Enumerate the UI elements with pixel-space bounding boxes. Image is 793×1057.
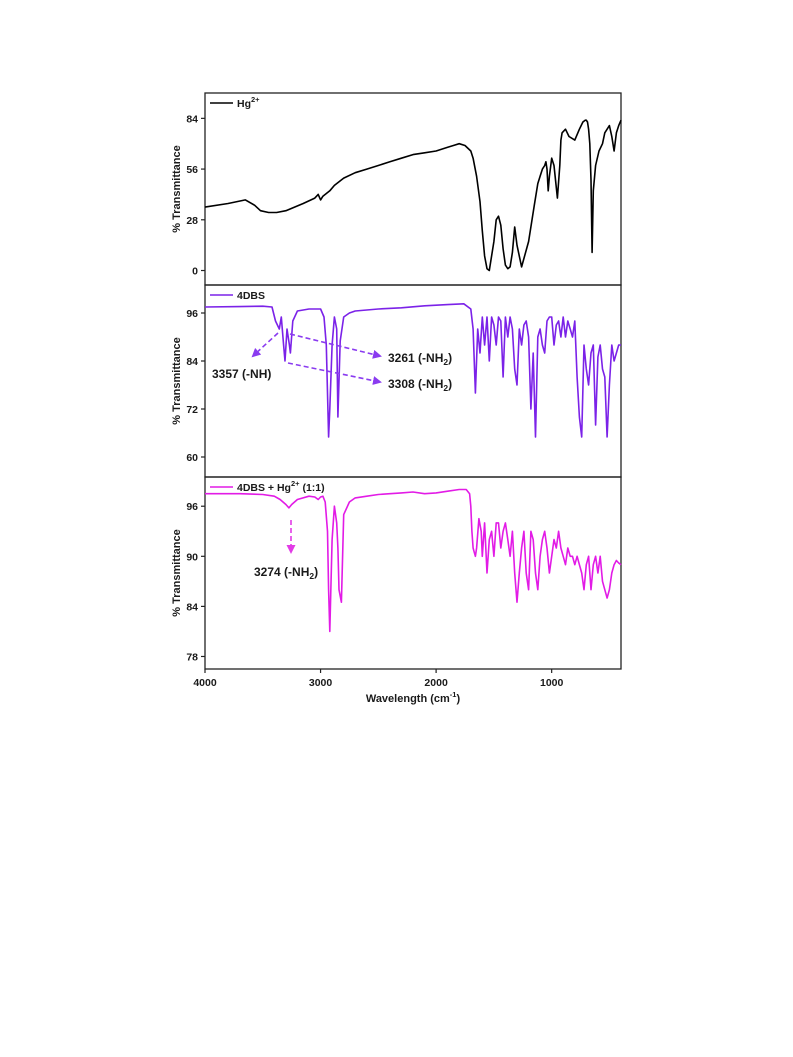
- y-tick-label: 96: [186, 308, 198, 320]
- x-axis-title: Wavelength (cm-1): [366, 690, 461, 705]
- y-tick-label: 90: [186, 551, 198, 563]
- panel-4dbs-hg: 78 84 90 96 % Transmittance 4DBS + Hg2+ (1:…: [171, 476, 622, 670]
- y-tick-label: 78: [186, 651, 198, 663]
- panel-hg-legend-label: Hg2+: [237, 95, 260, 110]
- x-axis: 4000 3000 2000 1000: [193, 669, 564, 689]
- y-tick-label: 84: [186, 601, 198, 613]
- panel-4dbs-hg-legend-label: 4DBS + Hg2+ (1:1): [237, 479, 325, 494]
- panel-4dbs-legend-label: 4DBS: [237, 290, 265, 302]
- panel-4dbs-hg-y-ticks: 78 84 90 96: [186, 501, 205, 663]
- annotation-3308-arrow: [287, 362, 382, 385]
- panel-4dbs: 60 72 84 96 % Transmittance 4DBS 3357 (-NH)…: [171, 284, 622, 478]
- x-tick-label: 3000: [309, 677, 333, 689]
- annotation-3308-subscript: 2: [443, 383, 448, 393]
- panel-4dbs-spectrum-line: [204, 303, 621, 438]
- annotation-3357-label: 3357 (-NH): [212, 367, 271, 381]
- annotation-3274-subscript: 2: [309, 571, 314, 581]
- panel-hg-legend-superscript: 2+: [251, 95, 260, 104]
- panel-4dbs-hg-y-axis-title: % Transmittance: [171, 529, 183, 616]
- x-tick-label: 4000: [193, 677, 217, 689]
- panel-4dbs-y-axis-title: % Transmittance: [171, 337, 183, 424]
- x-axis-title-superscript: -1: [450, 690, 457, 699]
- annotation-3308-label: 3308 (-NH2): [388, 377, 452, 393]
- y-tick-label: 96: [186, 501, 198, 513]
- panel-hg: 0 28 56 84 % Transmittance Hg2+: [171, 92, 622, 286]
- annotation-3357-arrow: [251, 332, 279, 358]
- panel-4dbs-hg-legend-superscript: 2+: [291, 479, 300, 488]
- x-tick-label: 1000: [540, 677, 564, 689]
- panel-hg-y-axis-title: % Transmittance: [171, 145, 183, 232]
- annotation-3274-label: 3274 (-NH2): [254, 565, 318, 581]
- x-tick-label: 2000: [424, 677, 448, 689]
- annotation-3261-arrow: [289, 333, 382, 359]
- y-tick-label: 56: [186, 164, 198, 176]
- panel-4dbs-hg-frame: [204, 476, 622, 670]
- y-tick-label: 84: [186, 113, 198, 125]
- annotation-3261-subscript: 2: [443, 357, 448, 367]
- y-tick-label: 28: [186, 215, 198, 227]
- panel-4dbs-y-ticks: 60 72 84 96: [186, 308, 205, 464]
- panel-4dbs-hg-spectrum-line: [205, 488, 622, 633]
- panel-hg-spectrum-line: [204, 119, 622, 272]
- annotation-3261-label: 3261 (-NH2): [388, 351, 452, 367]
- y-tick-label: 72: [186, 404, 198, 416]
- y-tick-label: 0: [192, 266, 198, 278]
- y-tick-label: 84: [186, 356, 198, 368]
- panel-hg-y-ticks: 0 28 56 84: [186, 113, 205, 278]
- y-tick-label: 60: [186, 452, 198, 464]
